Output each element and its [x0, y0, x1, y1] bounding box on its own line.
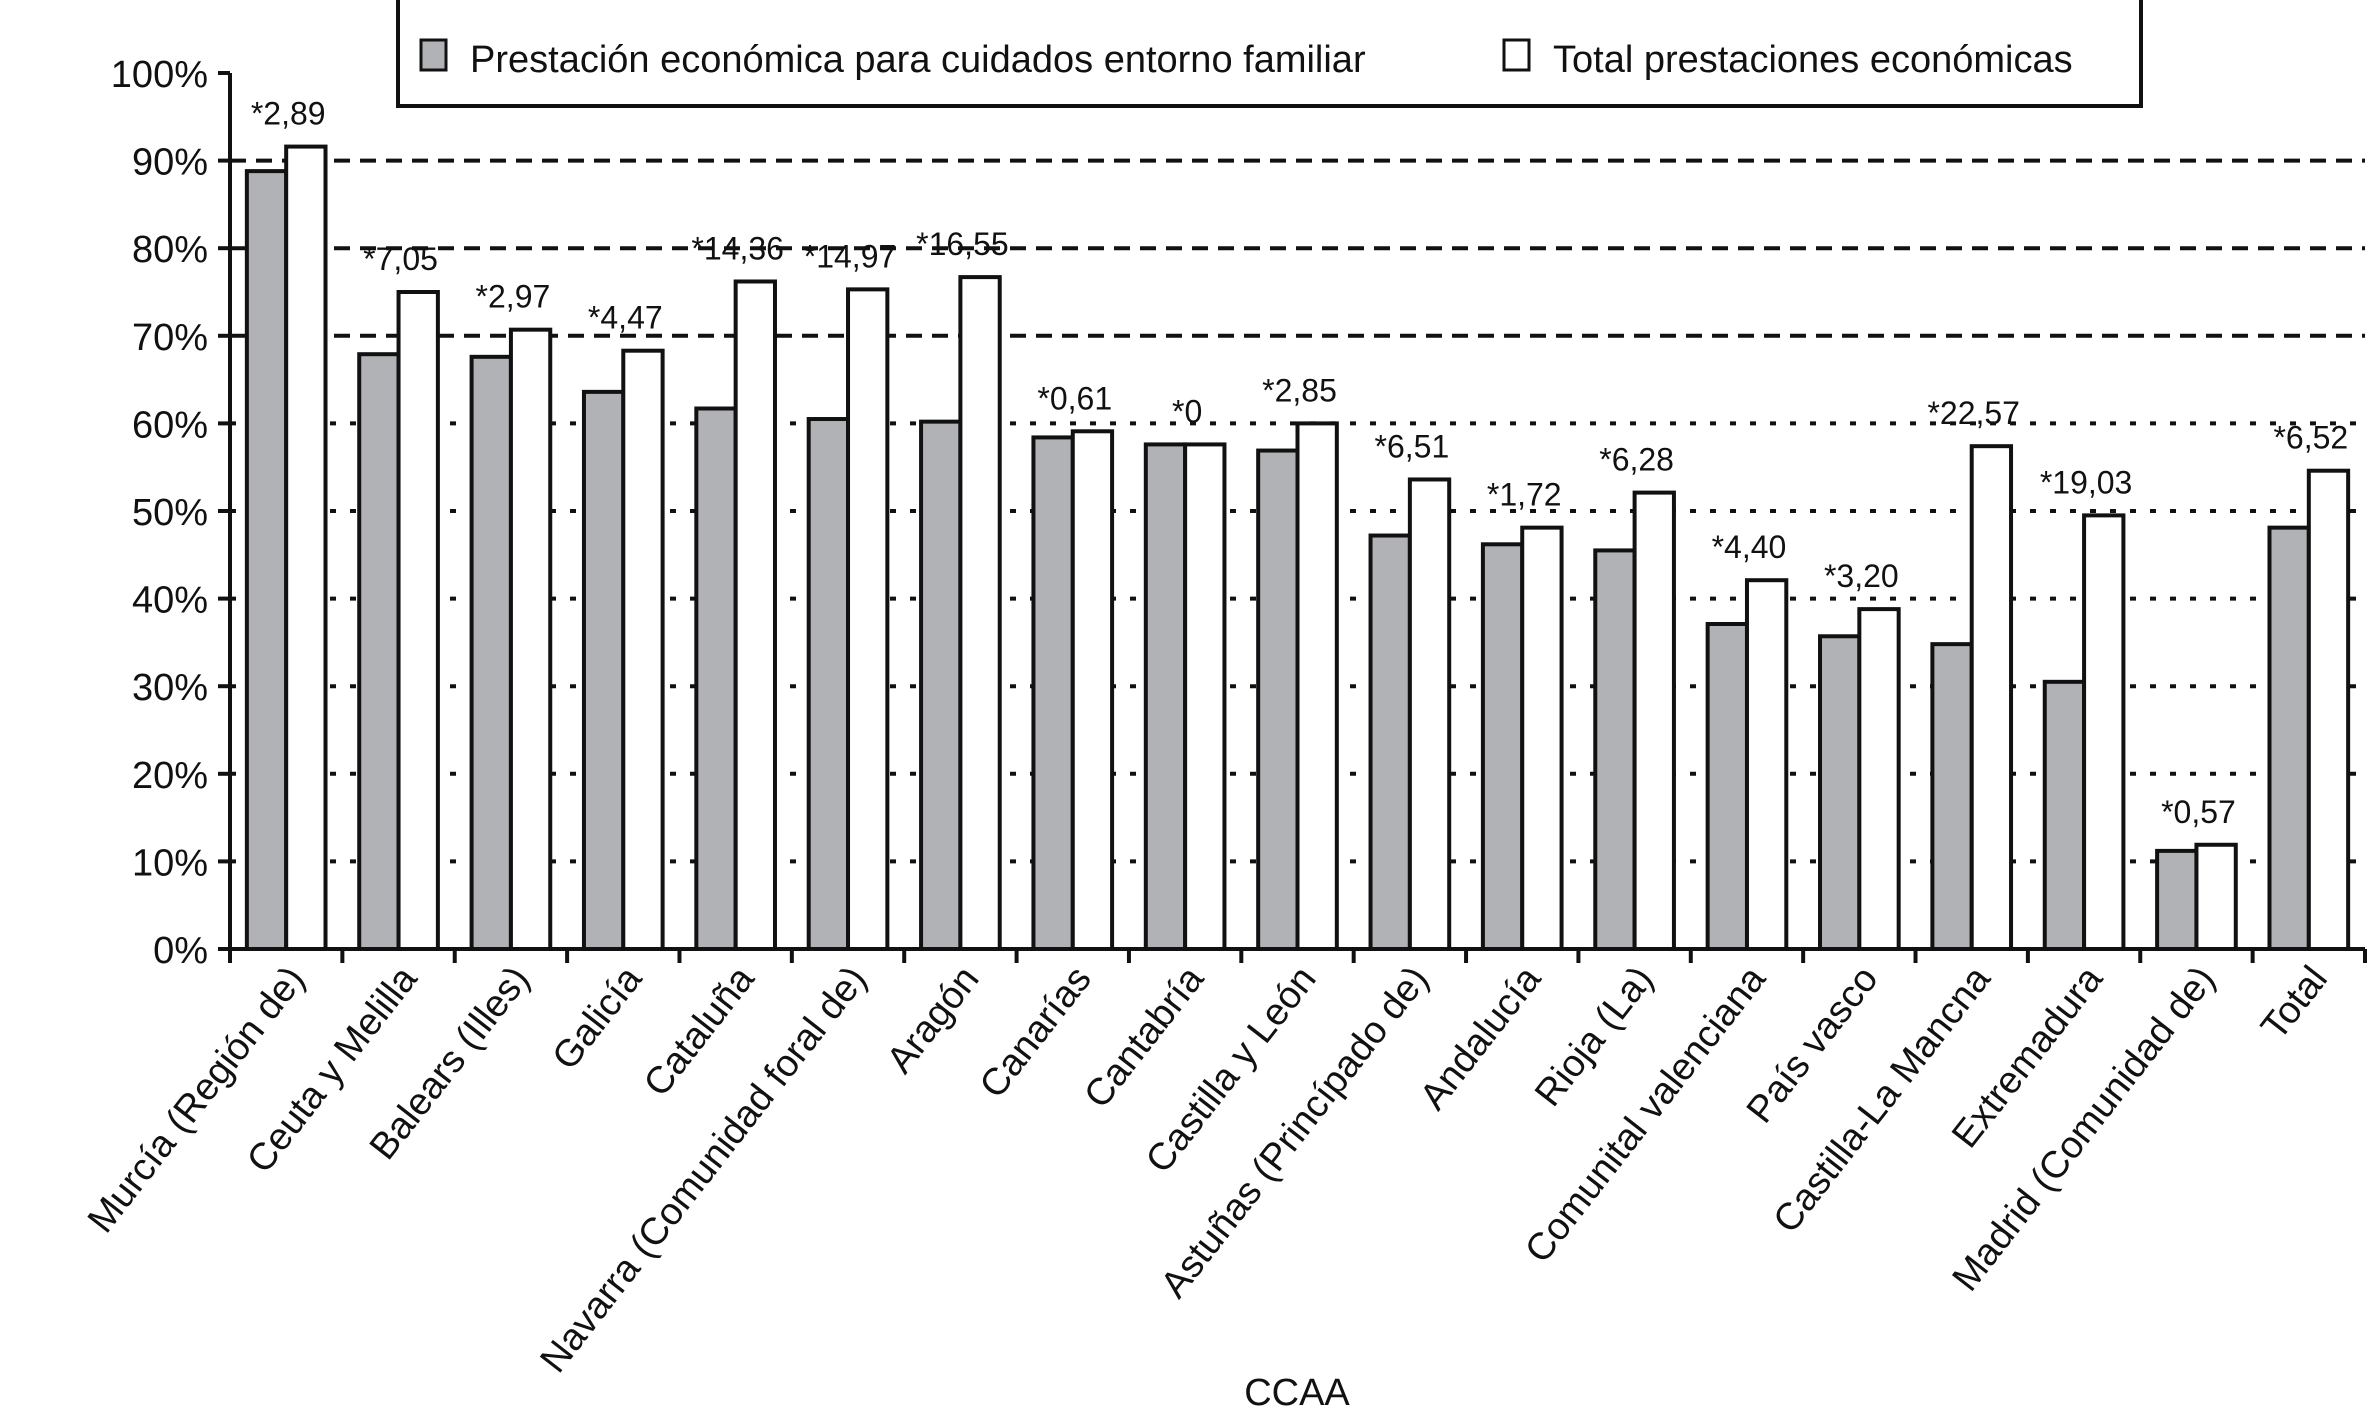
legend-label-series-2: Total prestaciones económicas: [1553, 39, 2073, 81]
bar-series-1: [1143, 442, 1188, 951]
bar-series-2: [733, 279, 777, 952]
data-label: *0: [1172, 393, 1202, 429]
x-tick-labels: Murcía (Región de)Ceuta y MelillaBalears…: [80, 958, 2336, 1381]
x-tick-label: Total: [2253, 959, 2336, 1048]
bar-series-2: [2082, 513, 2126, 951]
bar-series-1: [1930, 642, 1974, 951]
y-tick-label: 0%: [153, 930, 208, 972]
data-label: *2,97: [476, 279, 551, 315]
legend-swatch-series-2: [1502, 38, 1531, 72]
y-tick-label: 80%: [132, 229, 208, 271]
bar-series-1: [2267, 525, 2311, 951]
y-tick-labels: 0% 10% 20% 30% 40% 50% 60% 70% 80% 90% 100%: [111, 54, 208, 972]
y-tick-label: 40%: [132, 580, 208, 622]
bar-series-1: [469, 354, 513, 952]
x-tick-label: Comunital valenciana: [1517, 958, 1774, 1271]
bar-series-2: [1295, 421, 1339, 951]
bar-series-2: [1857, 607, 1901, 951]
data-label: *2,89: [251, 96, 326, 132]
x-tick-label: Castilla-La Mancna: [1765, 958, 1999, 1241]
x-tick-label: Aragón: [879, 959, 988, 1081]
data-label: *0,61: [1037, 380, 1112, 416]
y-tick-label: 70%: [132, 317, 208, 359]
data-label: *3,20: [1824, 558, 1899, 594]
legend-box: [396, 0, 2143, 108]
data-label: *6,28: [1599, 442, 1674, 478]
bar-series-1: [1818, 634, 1862, 951]
bar-series-1: [2155, 848, 2199, 951]
y-tick-label: 10%: [132, 842, 208, 884]
y-tick-label: 30%: [132, 667, 208, 709]
bar-series-1: [1480, 542, 1525, 952]
bar-series-1: [1031, 435, 1075, 951]
bar-series-2: [508, 327, 553, 951]
data-label: *16,55: [916, 226, 1009, 262]
data-label: *14,36: [691, 230, 784, 266]
bar-series-2: [846, 287, 890, 951]
bar-series-2: [1407, 477, 1452, 951]
bar-series-2: [1070, 429, 1115, 951]
bar-series-1: [1256, 448, 1300, 951]
x-tick-label: Galicía: [544, 958, 650, 1078]
bar-series-1: [581, 389, 626, 951]
annotations: *2,89 *7,05 *2,97 *4,47 *14,36 *14,97 *16,55 *0…: [251, 96, 2348, 830]
bar-series-1: [357, 352, 401, 952]
data-label: *6,51: [1375, 428, 1450, 464]
data-label: *2,85: [1262, 372, 1337, 408]
bar-series-1: [1705, 622, 1749, 952]
bar-series-2: [2306, 468, 2351, 951]
legend: Prestación económica para cuidados entor…: [396, 0, 2143, 108]
bar-series-2: [1744, 578, 1789, 951]
bar-series-1: [1593, 548, 1637, 951]
data-label: *4,47: [588, 300, 663, 336]
y-tick-label: 50%: [132, 492, 208, 534]
axes: [218, 71, 2367, 963]
bar-series-1: [1368, 533, 1412, 951]
bar-series-2: [621, 348, 665, 951]
data-label: *1,72: [1487, 477, 1562, 513]
bar-series-1: [694, 406, 738, 951]
data-label: *4,40: [1712, 529, 1787, 565]
y-tick-label: 20%: [132, 755, 208, 797]
y-tick-label: 90%: [132, 142, 208, 184]
x-axis-title: CCAA: [1244, 1372, 1350, 1414]
bars: [244, 144, 2351, 952]
bar-series-2: [1969, 444, 2014, 951]
bar-series-2: [958, 275, 1002, 952]
data-label: *22,57: [1927, 395, 2020, 431]
data-label: *0,57: [2161, 794, 2236, 830]
data-label: *19,03: [2040, 464, 2133, 500]
legend-label-series-1: Prestación económica para cuidados entor…: [470, 39, 1366, 81]
y-tick-label: 60%: [132, 404, 208, 446]
bar-series-2: [1520, 525, 1564, 951]
y-tick-label: 100%: [111, 54, 208, 96]
bar-series-2: [1632, 490, 1676, 951]
data-label: *14,97: [804, 238, 897, 274]
bar-series-1: [806, 417, 851, 951]
bar-series-2: [1183, 442, 1227, 951]
bar-series-2: [2194, 842, 2238, 951]
bar-series-2: [284, 144, 328, 952]
bar-series-1: [244, 169, 289, 951]
data-label: *7,05: [363, 241, 438, 277]
legend-swatch-series-1: [419, 38, 448, 72]
bar-series-1: [919, 419, 963, 951]
bar-series-1: [2042, 679, 2087, 951]
x-tick-label: Murcía (Región de): [80, 959, 313, 1241]
data-label: *6,52: [2273, 420, 2348, 456]
bar-series-2: [396, 290, 440, 951]
gridlines: [230, 158, 2365, 864]
